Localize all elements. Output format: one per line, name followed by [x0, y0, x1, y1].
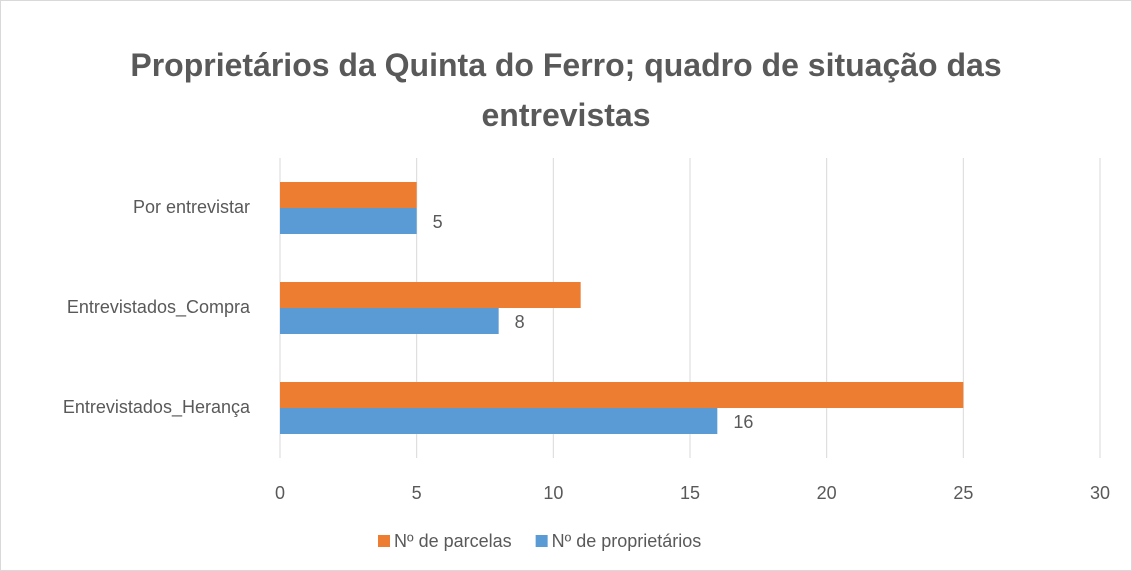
data-label: 16 [733, 412, 753, 432]
data-label: 5 [433, 212, 443, 232]
legend-swatch [378, 535, 390, 547]
x-tick-label: 25 [953, 483, 973, 503]
x-tick-label: 30 [1090, 483, 1110, 503]
bar [280, 308, 499, 334]
legend-label: Nº de parcelas [394, 531, 512, 551]
x-tick-label: 10 [543, 483, 563, 503]
legend-swatch [535, 535, 548, 547]
bar [280, 208, 417, 234]
bar [280, 182, 417, 208]
y-tick-label: Por entrevistar [133, 197, 250, 217]
chart-title: Proprietários da Quinta do Ferro; quadro… [130, 47, 1002, 133]
legend-label: Nº de proprietários [552, 531, 702, 551]
bar [280, 382, 964, 408]
x-tick-label: 5 [412, 483, 422, 503]
y-tick-label: Entrevistados_Herança [63, 397, 251, 418]
bar [280, 408, 718, 434]
x-tick-label: 15 [680, 483, 700, 503]
y-tick-label: Entrevistados_Compra [67, 297, 251, 318]
x-tick-label: 0 [275, 483, 285, 503]
bar [280, 282, 581, 308]
data-label: 8 [515, 312, 525, 332]
x-tick-label: 20 [817, 483, 837, 503]
